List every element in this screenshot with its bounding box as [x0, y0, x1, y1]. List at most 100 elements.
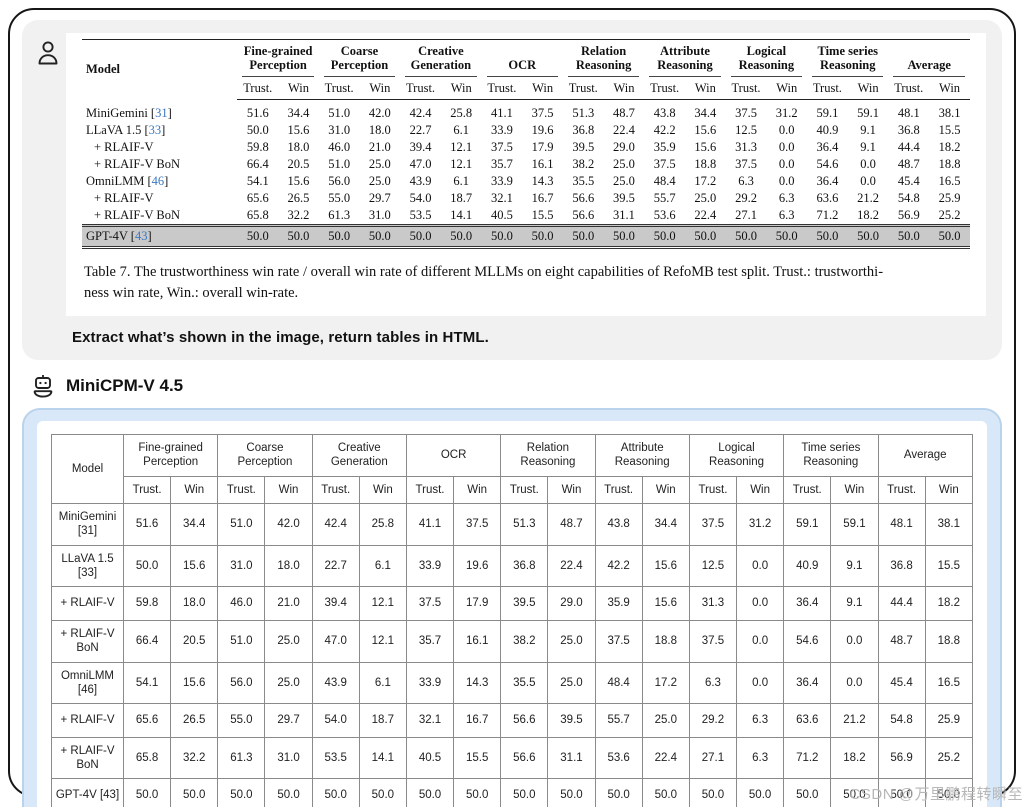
table-cell: 59.1: [830, 502, 879, 546]
column-subheader: Trust.: [725, 76, 767, 100]
table-cell: 16.7: [531, 190, 554, 205]
table-cell: 59.8: [122, 586, 172, 621]
table-cell: 47.0: [311, 619, 360, 663]
table-cell: 6.3: [778, 207, 795, 222]
table-cell: 12.1: [450, 139, 473, 154]
column-subheader: Trust.: [807, 76, 848, 100]
table-cell: 36.4: [783, 586, 832, 621]
table-cell: 41.1: [490, 105, 513, 120]
table-cell: 35.5: [500, 661, 549, 705]
table-cell: 0.0: [830, 619, 879, 663]
column-group-header: Fine-grained Perception: [122, 433, 219, 477]
table-cell: 37.5: [405, 586, 455, 621]
column-group-header: Logical Reasoning: [725, 38, 808, 77]
column-subheader: Trust.: [877, 475, 926, 504]
table-cell: 6.1: [358, 544, 407, 588]
table-cell: 50.0: [522, 223, 563, 249]
table-cell: 22.7: [409, 122, 432, 137]
table-cell: 32.1: [490, 190, 513, 205]
model-name-cell: GPT-4V [43]: [51, 778, 124, 807]
table-cell: 17.2: [641, 661, 690, 705]
column-subheader: Win: [641, 475, 690, 504]
table-cell: 50.0: [783, 778, 832, 807]
table-cell: 16.1: [453, 619, 502, 663]
table-cell: 14.3: [531, 173, 554, 188]
table-cell: 51.3: [500, 502, 549, 546]
table-cell: 6.3: [688, 661, 738, 705]
table-cell: 18.0: [368, 122, 391, 137]
model-name-cell: MiniGemini [31]: [86, 105, 172, 120]
table-cell: 54.8: [877, 703, 926, 738]
table-cell: 45.4: [877, 661, 926, 705]
model-name-cell: OmniLMM [46]: [51, 661, 124, 705]
table-cell: 31.1: [613, 207, 635, 222]
table-cell: 48.7: [613, 105, 635, 120]
table-cell: 54.6: [783, 619, 832, 663]
table-cell: 9.1: [830, 544, 879, 588]
model-name-cell: + RLAIF-V: [51, 586, 124, 621]
attached-paper-image: Model Fine-grained Perception Coarse Perce…: [66, 33, 986, 316]
table-row: MiniGemini [31] 51.6 34.4 51.0 42.0 42.4 25.8 4…: [82, 99, 970, 122]
table-cell: 0.0: [830, 661, 879, 705]
table-cell: 42.0: [264, 502, 313, 546]
table-cell: 56.6: [572, 207, 595, 222]
table-cell: 15.6: [170, 544, 219, 588]
paper-caption-line2: ness win rate, Win.: overall win-rate.: [84, 284, 299, 301]
table-cell: 71.2: [783, 736, 832, 780]
table-cell: 0.0: [860, 156, 876, 171]
table-cell: 15.5: [924, 544, 974, 588]
table-cell: 55.7: [594, 703, 643, 738]
table-cell: 16.1: [531, 156, 554, 171]
table-cell: 15.6: [694, 139, 717, 154]
table-cell: 37.5: [735, 105, 757, 120]
table-cell: 18.8: [641, 619, 690, 663]
table-cell: 37.5: [594, 619, 643, 663]
table-cell: 0.0: [736, 586, 785, 621]
table-cell: 9.1: [860, 139, 876, 154]
column-group-header: OCR: [481, 38, 563, 77]
user-prompt-text: Extract what’s shown in the image, retur…: [72, 328, 489, 346]
table-cell: 51.6: [246, 105, 269, 120]
column-group-header: OCR: [405, 433, 502, 477]
table-cell: 36.4: [816, 139, 839, 154]
table-cell: 37.5: [688, 619, 738, 663]
table-cell: 18.0: [264, 544, 313, 588]
table-cell: 43.8: [653, 105, 676, 120]
table-cell: 65.8: [246, 207, 269, 222]
table-cell: 54.6: [816, 156, 839, 171]
table-cell: 42.2: [653, 122, 676, 137]
column-subheader: Win: [359, 76, 401, 100]
table-row: + RLAIF-V 59.8 18.0 46.0 21.0 39.4 12.1 37.5 17.…: [82, 139, 970, 156]
table-cell: 12.1: [450, 156, 473, 171]
table-cell: 50.0: [807, 223, 848, 249]
table-cell: 21.2: [830, 703, 879, 738]
table-cell: 31.1: [547, 736, 596, 780]
table-cell: 6.3: [778, 190, 795, 205]
table-row: OmniLMM [46] 54.1 15.6 56.0 25.0 43.9 6.1 33.9 1…: [51, 661, 974, 705]
robot-icon: [33, 374, 53, 398]
table-cell: 37.5: [653, 156, 676, 171]
table-cell: 56.9: [877, 736, 926, 780]
column-subheader: Win: [264, 475, 313, 504]
table-cell: 65.6: [246, 190, 269, 205]
table-cell: 35.9: [594, 586, 643, 621]
table-cell: 18.2: [938, 139, 961, 154]
table-cell: 65.6: [122, 703, 172, 738]
response-panel: Model Fine-grained Perception Coarse Perce…: [37, 420, 987, 807]
table-cell: 50.0: [264, 778, 313, 807]
citation-number: 31: [155, 105, 168, 120]
table-cell: 25.0: [264, 619, 313, 663]
table-cell: 31.0: [217, 544, 266, 588]
column-group-header: Fine-grained Perception: [237, 38, 319, 77]
table-cell: 31.0: [328, 122, 351, 137]
table-cell: 18.7: [450, 190, 473, 205]
citation-number: 33: [148, 122, 162, 137]
column-subheader: Win: [440, 76, 482, 100]
table-cell: 50.0: [481, 223, 523, 249]
table-cell: 0.0: [778, 156, 795, 171]
table-cell: 33.9: [405, 544, 455, 588]
table-cell: 50.0: [924, 778, 974, 807]
table-cell: 17.9: [531, 139, 554, 154]
column-subheader: Trust.: [311, 475, 360, 504]
table-cell: 42.2: [594, 544, 643, 588]
